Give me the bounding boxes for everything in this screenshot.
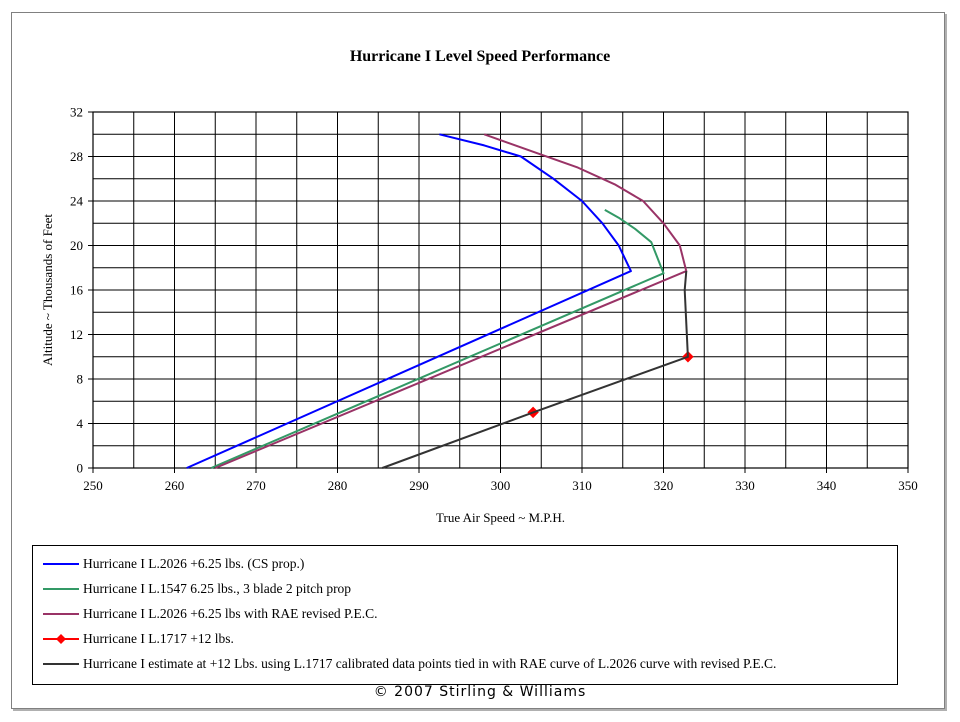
legend-label: Hurricane I estimate at +12 Lbs. using L…: [83, 656, 777, 671]
series-line-5: [381, 271, 689, 469]
y-tick-label: 16: [70, 283, 84, 298]
legend-item: Hurricane I L.2026 +6.25 lbs. (CS prop.): [41, 554, 304, 574]
legend-label: Hurricane I L.2026 +6.25 lbs with RAE re…: [83, 606, 378, 621]
x-tick-label: 310: [572, 478, 592, 493]
x-tick-label: 320: [654, 478, 674, 493]
y-tick-label: 8: [77, 372, 84, 387]
chart-frame: [11, 12, 945, 709]
y-tick-label: 20: [70, 238, 83, 253]
x-axis-label: True Air Speed ~ M.P.H.: [436, 510, 565, 525]
legend-swatch: [43, 634, 79, 644]
series-line-1: [186, 133, 632, 469]
y-tick-label: 28: [70, 149, 83, 164]
x-tick-label: 300: [491, 478, 511, 493]
series-line-3: [214, 133, 688, 469]
x-tick-label: 350: [898, 478, 918, 493]
x-tick-label: 270: [246, 478, 266, 493]
x-tick-label: 290: [409, 478, 429, 493]
legend-item: Hurricane I L.1547 6.25 lbs., 3 blade 2 …: [41, 579, 351, 599]
legend-item: Hurricane I estimate at +12 Lbs. using L…: [41, 654, 776, 674]
legend-label: Hurricane I L.1717 +12 lbs.: [83, 631, 234, 646]
legend-swatch: [43, 663, 79, 665]
y-tick-label: 12: [70, 327, 83, 342]
legend: Hurricane I L.2026 +6.25 lbs. (CS prop.)…: [32, 545, 898, 685]
legend-swatch: [43, 588, 79, 590]
x-tick-label: 250: [83, 478, 103, 493]
y-tick-label: 32: [70, 105, 83, 120]
series-line-2: [210, 209, 665, 469]
x-tick-label: 260: [165, 478, 185, 493]
y-axis-label: Altitude ~ Thousands of Feet: [40, 214, 55, 366]
legend-item: Hurricane I L.2026 +6.25 lbs with RAE re…: [41, 604, 377, 624]
y-tick-label: 4: [77, 416, 84, 431]
legend-swatch: [43, 563, 79, 565]
y-tick-label: 24: [70, 194, 84, 209]
legend-label: Hurricane I L.1547 6.25 lbs., 3 blade 2 …: [83, 581, 352, 596]
y-tick-label: 0: [77, 461, 84, 476]
legend-label: Hurricane I L.2026 +6.25 lbs. (CS prop.): [83, 556, 305, 571]
x-tick-label: 330: [735, 478, 755, 493]
legend-swatch: [43, 613, 79, 615]
chart-title: Hurricane I Level Speed Performance: [350, 48, 610, 65]
legend-item: Hurricane I L.1717 +12 lbs.: [41, 629, 234, 649]
x-tick-label: 340: [817, 478, 837, 493]
x-tick-label: 280: [328, 478, 348, 493]
copyright-text: © 2007 Stirling & Williams: [373, 684, 587, 700]
legend-swatch-marker: [56, 634, 66, 644]
